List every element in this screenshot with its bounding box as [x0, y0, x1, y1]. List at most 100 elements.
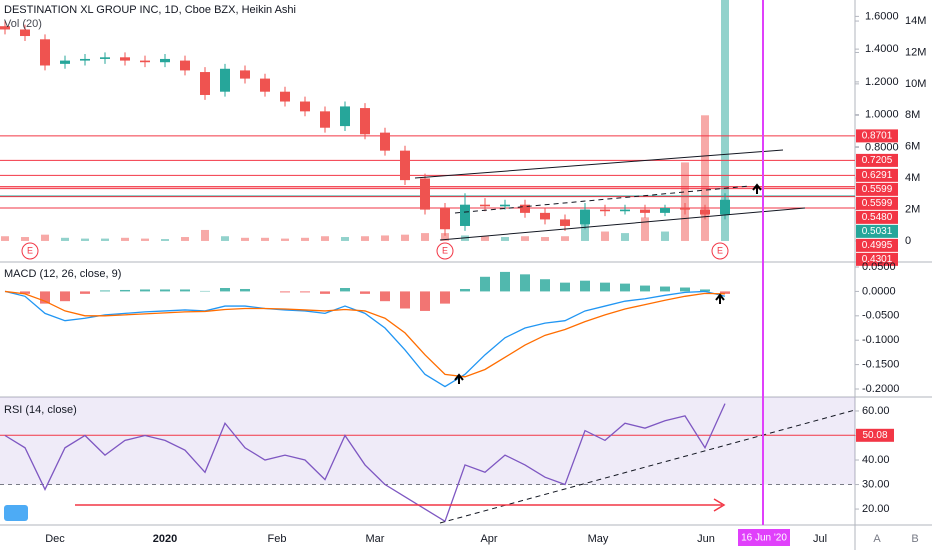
earnings-label: E	[717, 245, 723, 255]
trend-line	[414, 149, 784, 179]
candle-body	[580, 209, 590, 225]
volume-bar	[641, 217, 649, 241]
level-tag	[856, 168, 898, 182]
volume-bar	[661, 231, 669, 241]
y-tick-label: 4M	[905, 172, 920, 184]
candle-body	[0, 26, 10, 30]
x-tick-label: Jun	[697, 533, 715, 545]
y-tick-label: 1.6000	[865, 10, 899, 22]
macd-title: MACD (12, 26, close, 9)	[4, 268, 121, 280]
candle-body	[460, 204, 470, 226]
level-tag	[856, 428, 894, 442]
histogram-bar	[540, 279, 550, 292]
volume-bar	[701, 115, 709, 241]
volume-bar	[21, 237, 29, 241]
y-tick-label: 0.8000	[865, 141, 899, 153]
cursor-tag	[738, 529, 790, 546]
candle-body	[180, 60, 190, 71]
candle-body	[600, 209, 610, 212]
volume-bar	[301, 237, 309, 241]
volume-bar	[601, 231, 609, 241]
volume-title: Vol (20)	[4, 18, 42, 30]
y-tick-label: -0.2000	[862, 383, 899, 395]
histogram-bar	[680, 287, 690, 292]
volume-bar	[261, 237, 269, 241]
y-tick-label: -0.1500	[862, 359, 899, 371]
macd-line	[4, 290, 726, 388]
histogram-bar	[400, 291, 410, 309]
volume-bar	[161, 239, 169, 241]
histogram-bar	[500, 271, 510, 292]
candle-body	[200, 72, 210, 95]
volume-bar	[541, 237, 549, 241]
y-tick-label: -0.0500	[862, 310, 899, 322]
level-label: 0.4301	[862, 254, 893, 265]
x-tick-label: May	[588, 533, 609, 545]
histogram-bar	[640, 285, 650, 292]
rsi-band	[0, 397, 855, 485]
candle-body	[320, 111, 330, 128]
x-tick-label: Jul	[813, 533, 827, 545]
histogram-bar	[120, 289, 130, 292]
arrow-head	[713, 498, 726, 512]
histogram-bar	[580, 280, 590, 292]
candle-body	[120, 57, 130, 61]
candle-body	[680, 207, 690, 210]
volume-bar	[321, 236, 329, 241]
histogram-bar	[280, 291, 290, 293]
y-tick-label: 6M	[905, 141, 920, 153]
candle-body	[360, 108, 370, 135]
volume-bar	[681, 162, 689, 241]
candle-body	[480, 204, 490, 207]
axis-button[interactable]: A	[873, 533, 881, 545]
trend-line	[439, 207, 806, 241]
volume-bar	[201, 229, 209, 241]
candle-body	[60, 60, 70, 64]
volume-bar	[141, 238, 149, 241]
rsi-line	[4, 403, 726, 523]
volume-bar	[621, 233, 629, 241]
volume-bar	[41, 234, 49, 241]
volume-bar	[181, 237, 189, 241]
candle-body	[440, 207, 450, 230]
candle-body	[500, 204, 510, 207]
histogram-bar	[80, 291, 90, 294]
candle-body	[40, 39, 50, 66]
volume-bar	[101, 238, 109, 241]
histogram-bar	[700, 289, 710, 292]
histogram-bar	[300, 291, 310, 293]
level-label: 0.8701	[862, 131, 893, 142]
volume-bar	[341, 237, 349, 241]
candle-body	[540, 212, 550, 220]
candle-body	[240, 70, 250, 79]
y-tick-label: -0.1000	[862, 334, 899, 346]
level-tag	[856, 238, 898, 252]
x-tick-label: Dec	[45, 533, 65, 545]
level-tag	[856, 153, 898, 167]
y-tick-label: 30.00	[862, 478, 890, 490]
histogram-bar	[360, 291, 370, 294]
y-tick-label: 0	[905, 235, 911, 247]
candle-body	[340, 106, 350, 127]
volume-bar	[721, 0, 729, 241]
volume-bar	[221, 236, 229, 241]
y-tick-label: 14M	[905, 15, 926, 27]
axis-button[interactable]: B	[911, 533, 918, 545]
candle-body	[160, 58, 170, 63]
level-label: 0.5599	[862, 198, 893, 209]
candle-body	[260, 78, 270, 92]
candle-body	[140, 60, 150, 63]
candle-body	[220, 68, 230, 92]
volume-bar	[1, 236, 9, 241]
earnings-marker	[711, 242, 729, 260]
y-tick-label: 40.00	[862, 454, 890, 466]
level-label: 0.5480	[862, 212, 893, 223]
level-label: 50.08	[862, 430, 887, 441]
volume-bar	[521, 236, 529, 241]
chart-title: DESTINATION XL GROUP INC, 1D, Cboe BZX, …	[4, 4, 296, 16]
histogram-bar	[420, 291, 430, 311]
histogram-bar	[180, 289, 190, 292]
histogram-bar	[480, 276, 490, 292]
arrow	[454, 373, 464, 384]
